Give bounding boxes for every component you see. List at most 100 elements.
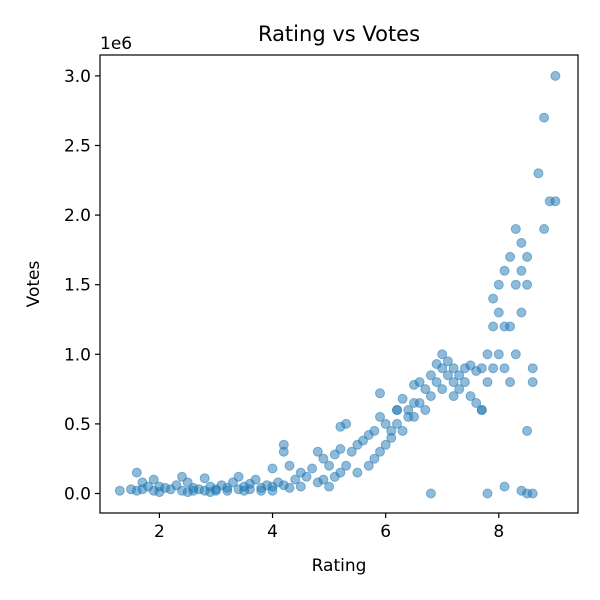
- data-point: [131, 467, 142, 478]
- y-tick-label: 2.0: [64, 206, 91, 226]
- data-point: [250, 474, 261, 485]
- data-point: [114, 485, 125, 496]
- data-point: [318, 453, 329, 464]
- data-point: [550, 196, 561, 207]
- data-point: [488, 321, 499, 332]
- data-point: [301, 471, 312, 482]
- data-point: [318, 474, 329, 485]
- data-point: [550, 70, 561, 81]
- data-point: [454, 370, 465, 381]
- y-tick-label: 1.5: [64, 276, 91, 296]
- data-point: [352, 467, 363, 478]
- data-point: [448, 377, 459, 388]
- data-point: [437, 349, 448, 360]
- chart-title: Rating vs Votes: [258, 22, 420, 46]
- plot-frame: [99, 54, 579, 514]
- data-point: [267, 485, 278, 496]
- data-point: [403, 405, 414, 415]
- data-point: [482, 377, 493, 388]
- data-point: [386, 432, 397, 443]
- data-point: [346, 446, 357, 457]
- data-point: [425, 488, 436, 499]
- data-point: [505, 251, 516, 262]
- data-point: [335, 444, 346, 454]
- data-point: [244, 484, 255, 495]
- data-point: [499, 265, 510, 276]
- data-point: [488, 293, 499, 304]
- data-point: [488, 363, 499, 374]
- data-point: [448, 391, 459, 402]
- x-tick-label: 2: [154, 522, 165, 542]
- data-point: [335, 467, 346, 478]
- data-point: [148, 474, 159, 485]
- data-point: [437, 363, 448, 374]
- data-point: [493, 279, 504, 290]
- data-point: [392, 405, 402, 415]
- data-point: [375, 446, 385, 457]
- data-point: [284, 482, 295, 493]
- data-point: [369, 453, 380, 464]
- data-point: [233, 471, 244, 482]
- data-point: [420, 405, 431, 415]
- data-point: [363, 460, 374, 471]
- data-point: [290, 474, 301, 485]
- data-point: [380, 439, 391, 450]
- y-offset-label: 1e6: [100, 34, 132, 54]
- data-point: [369, 425, 380, 436]
- data-point: [527, 363, 538, 374]
- data-point: [199, 473, 210, 484]
- data-point: [516, 265, 527, 276]
- data-point: [522, 279, 533, 290]
- data-point: [324, 460, 335, 471]
- data-point: [465, 391, 476, 402]
- data-point: [493, 307, 504, 318]
- x-axis-label: Rating: [312, 556, 367, 576]
- data-point: [522, 251, 533, 262]
- y-axis-ticks: 0.0 0.5 1.0 1.5 2.0 2.5 3.0: [64, 67, 100, 505]
- data-point: [454, 384, 465, 395]
- data-point: [505, 321, 516, 332]
- data-point: [527, 488, 538, 499]
- data-point: [510, 349, 521, 360]
- data-point: [307, 463, 318, 474]
- data-point: [471, 398, 482, 408]
- data-point: [312, 446, 323, 457]
- data-point: [499, 363, 510, 374]
- y-axis-label: Votes: [24, 261, 44, 308]
- x-axis-ticks: 2 4 6 8: [154, 513, 504, 542]
- data-point: [409, 398, 419, 408]
- data-point: [539, 224, 550, 234]
- data-point: [448, 363, 459, 374]
- data-point: [533, 168, 544, 179]
- data-point: [375, 411, 385, 422]
- data-point: [510, 279, 521, 290]
- data-point: [516, 307, 527, 318]
- data-point: [510, 224, 521, 234]
- data-point: [324, 481, 335, 492]
- data-point: [482, 349, 493, 360]
- data-point: [375, 388, 385, 399]
- data-point: [482, 488, 493, 499]
- data-point: [442, 370, 453, 381]
- data-point: [459, 377, 470, 388]
- data-point: [516, 237, 527, 248]
- x-tick-label: 4: [267, 522, 278, 542]
- data-point: [278, 446, 289, 457]
- data-point: [431, 377, 442, 388]
- data-point: [397, 425, 408, 436]
- y-tick-label: 2.5: [64, 136, 91, 156]
- data-point: [442, 356, 453, 367]
- data-point: [295, 481, 306, 492]
- data-point: [425, 391, 436, 402]
- data-point: [397, 393, 408, 404]
- y-tick-label: 3.0: [64, 67, 91, 87]
- y-tick-label: 1.0: [64, 345, 91, 365]
- x-tick-label: 6: [380, 522, 391, 542]
- data-point: [341, 460, 352, 471]
- data-point: [522, 425, 533, 436]
- data-point: [284, 460, 295, 471]
- data-point: [437, 384, 448, 395]
- y-tick-label: 0.5: [64, 415, 91, 435]
- data-point: [392, 418, 402, 429]
